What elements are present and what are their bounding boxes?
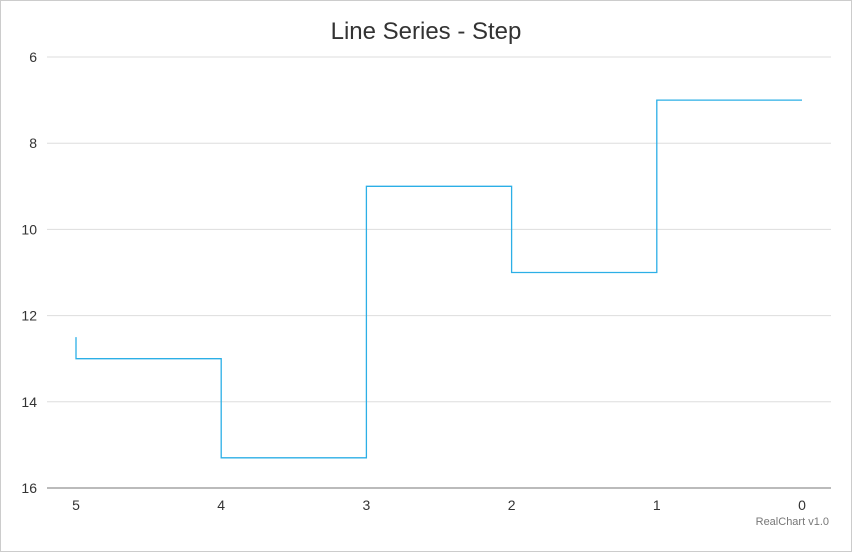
x-tick-label: 4 bbox=[217, 497, 225, 513]
y-tick-label: 8 bbox=[29, 135, 37, 151]
y-tick-label: 6 bbox=[29, 49, 37, 65]
y-tick-label: 14 bbox=[21, 394, 37, 410]
credit-label: RealChart v1.0 bbox=[755, 516, 829, 528]
y-tick-label: 10 bbox=[21, 221, 37, 237]
y-tick-label: 12 bbox=[21, 308, 37, 324]
x-tick-label: 0 bbox=[798, 497, 806, 513]
chart-title: Line Series - Step bbox=[330, 18, 522, 45]
x-tick-label: 2 bbox=[508, 497, 516, 513]
x-tick-label: 1 bbox=[653, 497, 661, 513]
x-tick-label: 3 bbox=[363, 497, 371, 513]
y-tick-label: 16 bbox=[21, 480, 37, 496]
x-tick-label: 5 bbox=[72, 497, 80, 513]
series-step-line bbox=[75, 99, 802, 459]
